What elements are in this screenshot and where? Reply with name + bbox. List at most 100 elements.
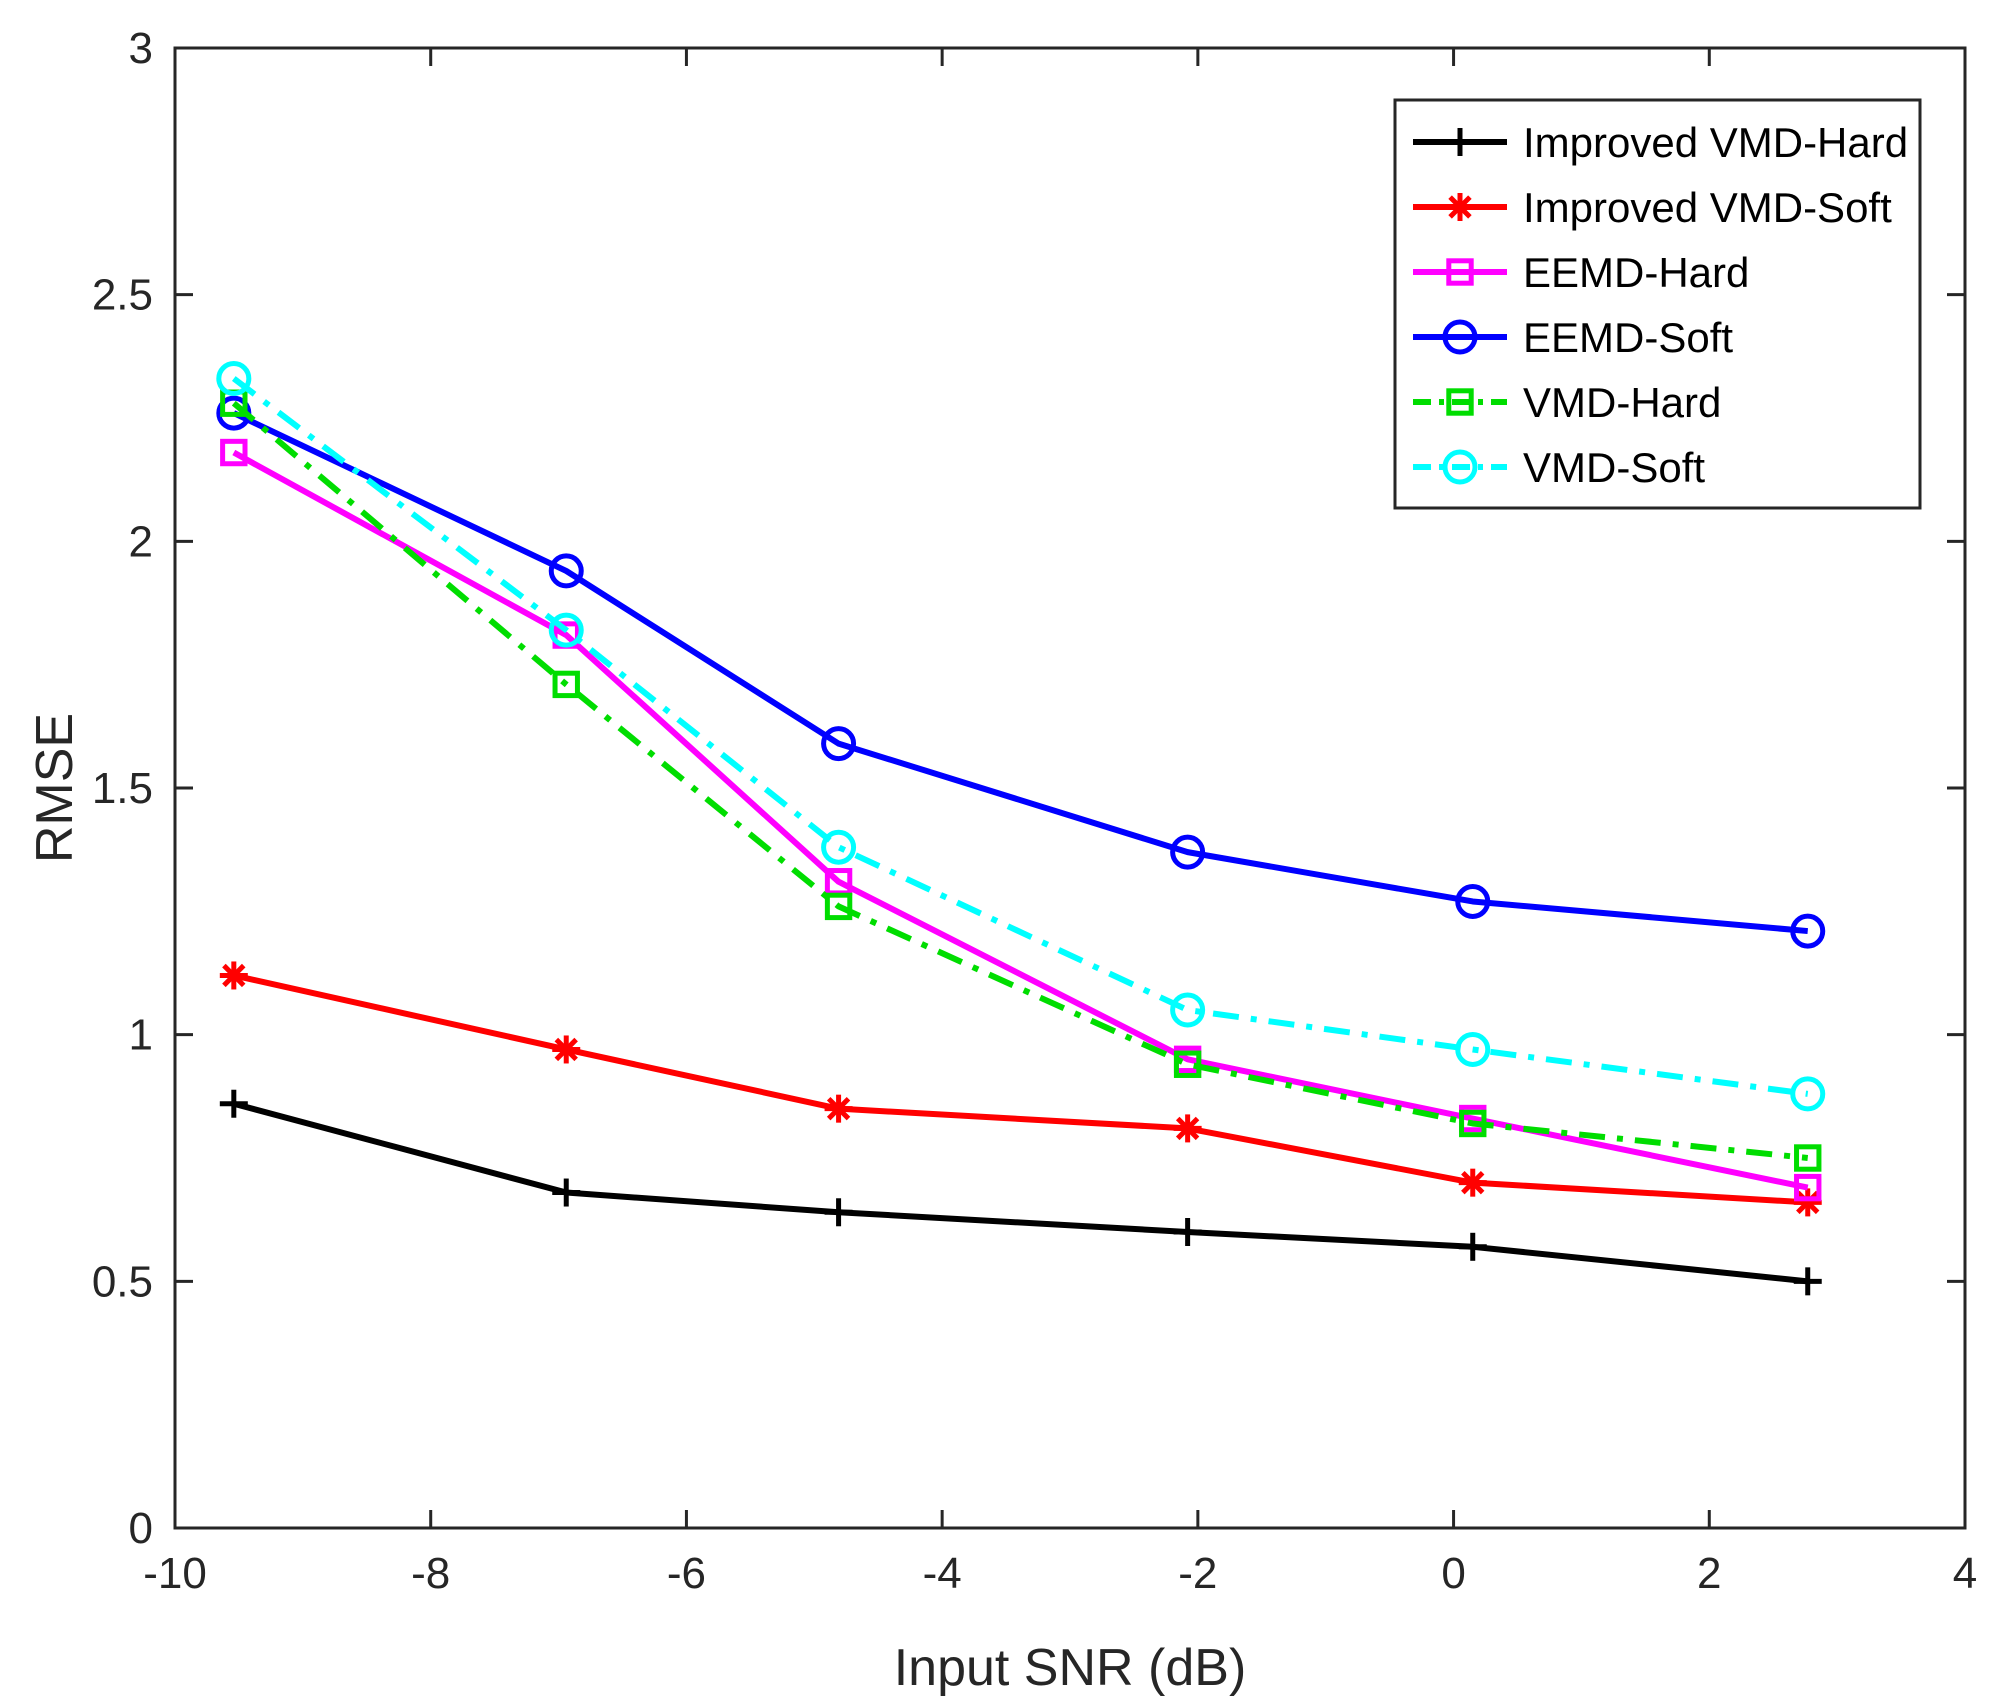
data-point <box>216 361 252 397</box>
legend-entry: Improved VMD-Soft <box>1413 184 1892 231</box>
data-point <box>824 1198 853 1227</box>
legend: Improved VMD-Hard Improved VMD-Soft EEMD-H… <box>1393 98 1922 510</box>
data-point <box>552 1178 581 1207</box>
x-tick-label: -10 <box>143 1549 207 1598</box>
circle-marker <box>1790 1076 1826 1112</box>
x-tick-label: 4 <box>1953 1549 1977 1598</box>
square-marker <box>220 438 248 467</box>
data-point <box>824 892 853 921</box>
y-tick-label: 2.5 <box>92 271 153 320</box>
legend-label: EEMD-Soft <box>1523 314 1733 361</box>
data-point <box>824 1094 853 1123</box>
data-point <box>552 1035 581 1064</box>
data-point <box>821 726 857 762</box>
square-marker <box>1794 1144 1822 1172</box>
circle-marker <box>821 829 857 865</box>
data-point <box>1793 1188 1822 1217</box>
square-marker <box>552 670 580 699</box>
x-tick-label: -2 <box>1178 1549 1217 1598</box>
data-point <box>1794 1173 1822 1202</box>
series-line <box>233 1100 1809 1285</box>
x-axis-label: Input SNR (dB) <box>894 1639 1247 1697</box>
data-point <box>1790 913 1826 949</box>
y-tick-label: 1.5 <box>92 764 153 813</box>
legend-label: VMD-Soft <box>1523 444 1705 491</box>
square-marker <box>1446 258 1474 286</box>
series-line <box>232 410 1808 935</box>
asterisk-marker-stroke <box>222 963 246 988</box>
legend-box <box>1393 98 1922 510</box>
square-marker <box>1459 1109 1487 1138</box>
asterisk-marker-stroke <box>826 1096 851 1121</box>
legend-entry: EEMD-Hard <box>1413 249 1749 296</box>
square-marker <box>824 892 853 921</box>
series-line <box>233 972 1808 1206</box>
y-tick-label: 3 <box>129 24 153 73</box>
series-improved-vmd-hard <box>219 1089 1822 1296</box>
circle-marker <box>1790 913 1826 949</box>
legend-label: Improved VMD-Hard <box>1523 119 1908 166</box>
circle-marker <box>1170 834 1206 870</box>
data-point <box>1459 1109 1487 1138</box>
x-tick-label: -8 <box>411 1549 450 1598</box>
series-vmd-soft <box>216 361 1826 1112</box>
circle-marker <box>1455 883 1491 919</box>
circle-marker <box>548 553 584 589</box>
data-point <box>1790 1076 1826 1112</box>
data-point <box>220 438 248 467</box>
data-point <box>1793 1267 1822 1296</box>
data-point <box>219 961 248 990</box>
asterisk-marker-stroke <box>1448 195 1472 219</box>
data-point <box>1794 1144 1822 1172</box>
x-tick-label: -4 <box>923 1549 962 1598</box>
data-point <box>1170 834 1206 870</box>
data-point <box>1173 1114 1202 1143</box>
x-tick-label: -6 <box>667 1549 706 1598</box>
square-marker <box>1446 388 1474 416</box>
series-layer <box>216 361 1826 1296</box>
y-tick-label: 0 <box>129 1504 153 1553</box>
circle-marker <box>1442 319 1478 355</box>
data-point <box>1173 1050 1202 1078</box>
data-point <box>1458 1232 1487 1261</box>
y-tick-label: 1 <box>129 1011 153 1060</box>
data-point <box>1170 992 1206 1028</box>
asterisk-marker-stroke <box>1175 1116 1200 1141</box>
legend-entry: VMD-Soft <box>1413 444 1705 491</box>
legend-label: Improved VMD-Soft <box>1523 184 1892 231</box>
data-point <box>548 553 584 589</box>
asterisk-marker-stroke <box>554 1037 578 1062</box>
x-tick-label: 2 <box>1697 1549 1721 1598</box>
series-line <box>231 400 1809 1161</box>
asterisk-marker-stroke <box>1796 1190 1820 1215</box>
data-point <box>548 612 584 648</box>
circle-marker <box>1442 449 1478 485</box>
data-point <box>219 1089 248 1118</box>
series-line <box>232 376 1809 1097</box>
data-point <box>1455 883 1491 919</box>
legend-label: VMD-Hard <box>1523 379 1721 426</box>
data-point <box>1458 1168 1487 1197</box>
y-tick-label: 2 <box>129 517 153 566</box>
circle-marker <box>216 361 252 397</box>
data-point <box>1455 1031 1491 1067</box>
circle-marker <box>821 726 857 762</box>
series-improved-vmd-soft <box>219 961 1822 1217</box>
axis-ticks: -10 -8 -6 -4 -2 0 2 4 0 0.5 1 1.5 2 2.5 3 <box>92 24 1977 1598</box>
legend-entry: VMD-Hard <box>1413 379 1721 426</box>
y-axis-label: RMSE <box>26 713 84 863</box>
legend-entry: EEMD-Soft <box>1413 314 1733 361</box>
square-marker <box>1794 1173 1822 1202</box>
data-point <box>552 670 580 699</box>
circle-marker <box>1170 992 1206 1028</box>
circle-marker <box>548 612 584 648</box>
square-marker <box>1173 1050 1202 1078</box>
data-point <box>1173 1218 1202 1246</box>
circle-marker <box>1455 1031 1491 1067</box>
y-tick-label: 0.5 <box>92 1257 153 1306</box>
asterisk-marker-stroke <box>1461 1170 1485 1195</box>
data-point <box>821 829 857 865</box>
legend-entry: Improved VMD-Hard <box>1413 119 1908 166</box>
x-tick-label: 0 <box>1441 1549 1465 1598</box>
